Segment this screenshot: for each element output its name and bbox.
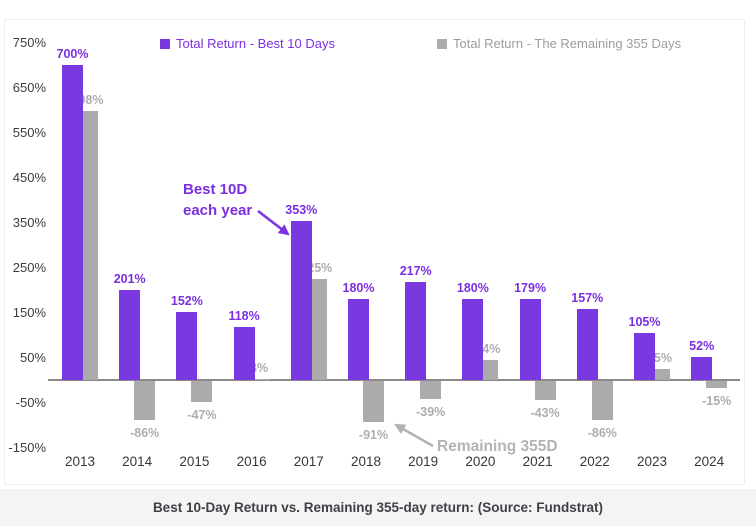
- bar-remaining-2019: [420, 381, 442, 399]
- bar-value-label-best10-2019: 217%: [399, 264, 432, 279]
- y-axis-tick-label: 750%: [12, 34, 46, 50]
- caption-strip: Best 10-Day Return vs. Remaining 355-day…: [0, 489, 756, 526]
- bar-remaining-2018: [363, 381, 384, 422]
- bar-remaining-2015: [191, 381, 213, 403]
- bar-remaining-2016: [248, 378, 270, 380]
- bar-best10-2022: [576, 309, 598, 380]
- bar-remaining-2023: [649, 368, 670, 380]
- bar-value-label-remaining-2024: -15%: [702, 393, 732, 408]
- x-axis-label-2023: 2023: [636, 454, 667, 469]
- bar-value-label-remaining-2019: -39%: [416, 404, 446, 419]
- bar-value-label-remaining-2022: -86%: [587, 425, 617, 440]
- y-axis-tick-label: 550%: [12, 124, 46, 140]
- legend-swatch-gray-icon: [437, 38, 447, 49]
- x-axis-label-2020: 2020: [465, 454, 496, 469]
- y-axis-tick-label: 650%: [12, 79, 46, 95]
- legend-item-remaining-355-days: Total Return - The Remaining 355 Days: [437, 36, 681, 51]
- bar-value-label-best10-2022: 157%: [571, 291, 604, 306]
- bar-value-label-best10-2018: 180%: [342, 281, 375, 295]
- y-axis-tick-label: 350%: [12, 214, 46, 230]
- bar-value-label-best10-2024: 52%: [689, 338, 715, 353]
- bar-value-label-remaining-2021: -43%: [530, 406, 560, 421]
- x-axis-label-2024: 2024: [694, 454, 725, 469]
- bar-best10-2019: [405, 282, 427, 380]
- bar-value-label-best10-2013: 700%: [56, 47, 89, 61]
- bar-remaining-2021: [534, 381, 556, 401]
- x-axis-label-2014: 2014: [122, 454, 153, 469]
- bar-value-label-best10-2017: 353%: [285, 203, 318, 218]
- bar-value-label-best10-2021: 179%: [514, 281, 547, 296]
- x-axis-label-2016: 2016: [236, 454, 267, 469]
- legend-label-best-10-days: Total Return - Best 10 Days: [176, 36, 335, 51]
- bar-remaining-2024: [706, 381, 728, 388]
- legend-label-remaining-355-days: Total Return - The Remaining 355 Days: [453, 36, 682, 51]
- bar-best10-2020: [462, 299, 484, 380]
- y-axis-tick-label: -50%: [15, 394, 46, 410]
- bar-value-label-best10-2016: 118%: [228, 308, 260, 323]
- bar-value-label-remaining-2018: -91%: [358, 427, 389, 442]
- x-axis-zero-line: [48, 379, 740, 381]
- bar-value-label-best10-2023: 105%: [628, 314, 661, 329]
- annotation-remaining-355d: Remaining 355D: [437, 438, 558, 455]
- bar-remaining-2022: [591, 381, 613, 420]
- bar-value-label-best10-2020: 180%: [456, 281, 489, 295]
- legend-swatch-purple-icon: [160, 38, 170, 49]
- bar-best10-2021: [519, 299, 541, 380]
- bar-best10-2013: [62, 65, 83, 380]
- bar-best10-2018: [348, 299, 369, 380]
- bar-value-label-best10-2015: 152%: [170, 293, 203, 308]
- legend-item-best-10-days: Total Return - Best 10 Days: [160, 36, 335, 51]
- x-axis-label-2021: 2021: [522, 454, 553, 469]
- x-axis-label-2017: 2017: [293, 454, 324, 469]
- y-axis-tick-label: 50%: [19, 349, 46, 365]
- y-axis-tick-label: 150%: [12, 304, 46, 320]
- x-axis-label-2013: 2013: [64, 454, 95, 469]
- x-axis-label-2018: 2018: [350, 454, 381, 469]
- bar-best10-2024: [691, 356, 713, 380]
- bar-remaining-2014: [134, 381, 156, 420]
- bar-value-label-remaining-2014: -86%: [130, 425, 160, 440]
- bar-value-label-best10-2014: 201%: [113, 271, 146, 286]
- bar-best10-2016: [233, 326, 255, 380]
- x-axis-label-2019: 2019: [408, 454, 439, 469]
- y-axis-tick-label: -150%: [8, 439, 46, 455]
- bar-value-label-remaining-2015: -47%: [187, 408, 217, 423]
- bar-best10-2017: [290, 221, 312, 380]
- chart-caption: Best 10-Day Return vs. Remaining 355-day…: [152, 500, 604, 515]
- x-axis-label-2015: 2015: [179, 454, 210, 469]
- bar-best10-2015: [176, 311, 198, 380]
- y-axis-tick-label: 250%: [12, 259, 46, 275]
- annotation-best-10d-each-year: Best 10D each year: [183, 181, 253, 219]
- x-axis-label-2022: 2022: [579, 454, 610, 469]
- bar-best10-2023: [634, 332, 655, 380]
- bar-best10-2014: [119, 289, 141, 380]
- y-axis-tick-label: 450%: [12, 169, 46, 185]
